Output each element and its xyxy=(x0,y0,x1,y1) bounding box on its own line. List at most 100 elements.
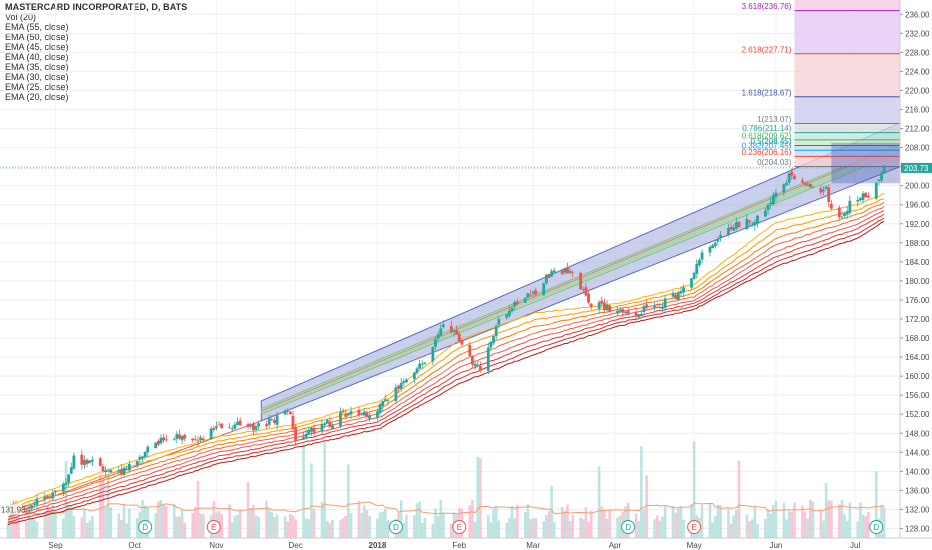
volume-bar xyxy=(748,521,751,538)
candle-body xyxy=(497,319,501,325)
candle-body xyxy=(323,423,327,425)
legend-item-ema-35[interactable]: EMA (35, close) xyxy=(5,62,69,72)
y-tick-label: 224.00 xyxy=(905,67,930,76)
volume-bar xyxy=(827,500,831,538)
candle-body xyxy=(695,263,699,274)
candle-body xyxy=(436,334,440,339)
volume-bar xyxy=(283,516,287,538)
volume-bar xyxy=(289,514,292,538)
volume-bar xyxy=(194,506,197,538)
volume-bar xyxy=(233,515,237,538)
volume-bar xyxy=(861,514,865,538)
volume-bar xyxy=(178,516,181,538)
legend-item-ema-30[interactable]: EMA (30, close) xyxy=(5,72,69,82)
candle-body xyxy=(431,347,435,362)
volume-bar xyxy=(671,506,675,538)
volume-bar xyxy=(882,507,886,538)
y-axis-background xyxy=(900,0,932,550)
earnings-marker: E xyxy=(452,520,467,534)
candle-body xyxy=(550,271,554,277)
volume-bar xyxy=(764,518,767,538)
volume-bar xyxy=(737,460,741,538)
volume-bar xyxy=(692,441,696,538)
volume-bar xyxy=(154,512,158,538)
candle-body xyxy=(439,328,443,336)
volume-bar xyxy=(782,503,786,538)
volume-bar xyxy=(302,443,305,538)
dividend-marker: D xyxy=(621,520,636,534)
ema-line xyxy=(7,221,885,526)
volume-bar xyxy=(679,505,683,538)
earnings-marker: E xyxy=(206,520,221,534)
candle-body xyxy=(787,173,791,183)
candle-body xyxy=(48,496,52,498)
candle-body xyxy=(442,324,445,328)
symbol-title[interactable]: MASTERCARD INCORPORATED, D, BATS xyxy=(5,2,188,12)
y-tick-label: 148.00 xyxy=(905,429,930,438)
volume-bar xyxy=(597,466,601,538)
candle-body xyxy=(418,363,422,369)
candle-body xyxy=(468,344,472,356)
volume-bar xyxy=(238,508,242,538)
volume-bar xyxy=(420,522,424,538)
candle-body xyxy=(692,272,696,279)
y-tick-label: 184.00 xyxy=(905,258,930,267)
candle-body xyxy=(513,302,517,307)
volume-bar xyxy=(584,506,588,538)
volume-bar xyxy=(803,511,807,538)
volume-bar xyxy=(719,505,722,538)
candle-body xyxy=(412,372,416,380)
candle-body xyxy=(848,200,852,213)
volume-bar xyxy=(811,501,815,538)
volume-bar xyxy=(25,521,28,538)
volume-bar xyxy=(360,512,363,538)
volume-bar xyxy=(711,522,714,538)
candle-body xyxy=(494,325,498,337)
legend-item-ema-25[interactable]: EMA (25, close) xyxy=(5,82,69,92)
candle-body xyxy=(523,298,527,303)
volume-bar xyxy=(793,502,796,538)
candle-body xyxy=(653,305,656,308)
candle-body xyxy=(763,210,767,217)
volume-bar xyxy=(431,523,435,538)
volume-bar xyxy=(265,500,268,538)
candle-body xyxy=(663,298,667,308)
candle-body xyxy=(159,437,163,444)
candle-body xyxy=(88,460,92,463)
candle-body xyxy=(639,313,643,317)
legend-item-ema-20[interactable]: EMA (20, close) xyxy=(5,92,69,102)
candle-body xyxy=(51,493,55,499)
volume-bar xyxy=(772,504,775,538)
candle-body xyxy=(655,306,659,308)
candle-body xyxy=(658,307,662,309)
legend-item-ema-50[interactable]: EMA (50, close) xyxy=(5,32,69,42)
volume-bar xyxy=(48,510,52,538)
y-tick-label: 152.00 xyxy=(905,410,930,419)
volume-bar xyxy=(824,482,828,538)
candle-body xyxy=(616,310,619,314)
volume-bar xyxy=(362,505,366,538)
volume-bar xyxy=(729,523,733,538)
volume-bar xyxy=(605,518,609,538)
volume-bar xyxy=(489,522,493,538)
fib-band xyxy=(794,10,900,54)
candle-body xyxy=(800,180,804,183)
candle-body xyxy=(618,309,622,312)
volume-bar xyxy=(497,520,501,538)
legend-item-ema-45[interactable]: EMA (45, close) xyxy=(5,42,69,52)
candle-body xyxy=(874,182,878,199)
event-letter: E xyxy=(691,523,696,532)
legend-item-ema-55[interactable]: EMA (55, close) xyxy=(5,22,69,32)
volume-bar xyxy=(837,504,841,538)
volume-bar xyxy=(117,513,121,538)
volume-bar xyxy=(608,509,611,538)
volume-bar xyxy=(325,521,329,538)
y-tick-label: 236.00 xyxy=(905,10,930,19)
legend-item-vol[interactable]: Vol (20) xyxy=(5,12,37,22)
volume-bar xyxy=(787,511,791,538)
y-tick-label: 160.00 xyxy=(905,372,930,381)
legend-item-ema-40[interactable]: EMA (40, close) xyxy=(5,52,69,62)
volume-bar xyxy=(471,500,474,538)
volume-bar xyxy=(436,515,440,538)
